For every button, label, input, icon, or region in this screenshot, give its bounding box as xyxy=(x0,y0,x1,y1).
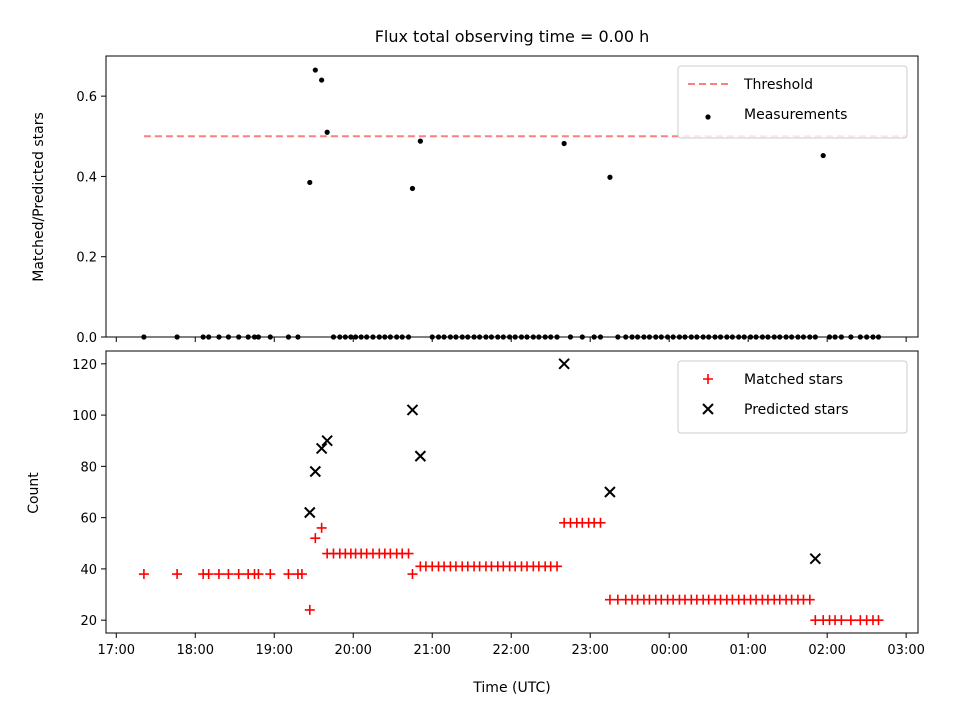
matched-star-point xyxy=(253,569,264,580)
predicted-star-point xyxy=(406,404,419,416)
x-axis-label: Time (UTC) xyxy=(472,680,550,696)
legend-label: Predicted stars xyxy=(744,402,849,418)
legend: Threshold Measurements xyxy=(677,65,908,139)
y-tick-label: 60 xyxy=(80,512,97,527)
x-tick-label: 18:00 xyxy=(177,643,214,658)
matched-star-point xyxy=(310,533,321,544)
legend: Matched stars Predicted stars xyxy=(677,360,908,434)
matched-star-point xyxy=(265,569,276,580)
y-tick-label: 100 xyxy=(72,409,97,424)
legend-box xyxy=(677,360,908,434)
measurement-point xyxy=(324,129,330,135)
matched-star-point xyxy=(316,522,327,533)
x-tick-label: 02:00 xyxy=(808,643,845,658)
x-tick-label: 00:00 xyxy=(650,643,687,658)
axes-frame xyxy=(105,350,919,634)
matched-star-point xyxy=(172,569,183,580)
predicted-star-point xyxy=(304,506,316,519)
y-tick-label: 20 xyxy=(80,614,97,629)
legend-label: Measurements xyxy=(744,107,847,123)
matched-star-point xyxy=(836,615,847,626)
matched-star-point xyxy=(595,517,606,528)
y-tick-label: 0.2 xyxy=(76,251,97,266)
legend-box xyxy=(677,65,908,139)
legend-label: Matched stars xyxy=(744,372,843,388)
measurement-point xyxy=(319,77,325,83)
chart-title: Flux total observing time = 0.00 h xyxy=(375,27,650,46)
predicted-star-point xyxy=(604,486,616,498)
matched-star-point xyxy=(213,569,224,580)
matched-star-point xyxy=(203,569,214,580)
y-tick-label: 120 xyxy=(72,358,97,373)
x-tick-label: 21:00 xyxy=(413,643,450,658)
matched-star-point xyxy=(845,615,856,626)
legend-measurement-swatch xyxy=(705,114,711,120)
matched-star-point xyxy=(552,561,563,572)
matched-star-point xyxy=(403,548,414,559)
predicted-star-point xyxy=(309,465,322,478)
y-tick-label: 80 xyxy=(80,460,97,475)
x-tick-label: 17:00 xyxy=(98,643,135,658)
axes-frame xyxy=(105,55,919,338)
measurement-point xyxy=(820,152,826,159)
y-tick-label: 0.6 xyxy=(76,90,97,105)
measurement-point xyxy=(409,185,416,192)
x-tick-label: 03:00 xyxy=(887,643,924,658)
measurement-point xyxy=(607,174,613,180)
matched-star-point xyxy=(304,604,315,615)
predicted-star-point xyxy=(321,435,333,447)
matched-star-point xyxy=(407,569,418,580)
y-tick-label: 40 xyxy=(80,563,97,578)
matched-star-point xyxy=(804,594,815,605)
y-tick-label: 0.0 xyxy=(76,331,97,346)
legend-predicted-swatch xyxy=(702,403,714,415)
x-tick-label: 20:00 xyxy=(334,643,371,658)
matched-star-point xyxy=(873,615,884,626)
x-tick-label: 23:00 xyxy=(571,643,608,658)
matched-star-point xyxy=(223,569,234,580)
measurement-point xyxy=(561,140,567,147)
bottom-y-axis-label: Count xyxy=(26,472,42,514)
x-tick-label: 22:00 xyxy=(492,643,529,658)
measurement-point xyxy=(417,138,423,144)
top-y-axis-label: Matched/Predicted stars xyxy=(31,112,47,282)
matched-star-point xyxy=(138,569,149,580)
predicted-star-point xyxy=(414,450,427,462)
count-panel: 17:00 18:00 19:00 20:00 21:00 22:00 23:00 00:00… xyxy=(72,350,925,658)
measurement-point xyxy=(307,179,313,186)
x-tick-label: 19:00 xyxy=(256,643,293,658)
predicted-star-point xyxy=(558,358,570,370)
matched-star-point xyxy=(296,569,307,580)
y-tick-label: 0.4 xyxy=(76,170,97,185)
matched-ratio-panel: 0.0 0.2 0.4 0.6 Threshold Measurements xyxy=(76,55,919,346)
matched-star-point xyxy=(283,569,294,580)
legend-label: Threshold xyxy=(743,77,813,93)
predicted-star-point xyxy=(315,442,328,455)
matched-star-point xyxy=(233,569,244,580)
legend-matched-swatch xyxy=(703,374,713,384)
x-tick-label: 01:00 xyxy=(729,643,766,658)
measurement-point xyxy=(312,67,318,73)
predicted-star-point xyxy=(809,552,822,565)
